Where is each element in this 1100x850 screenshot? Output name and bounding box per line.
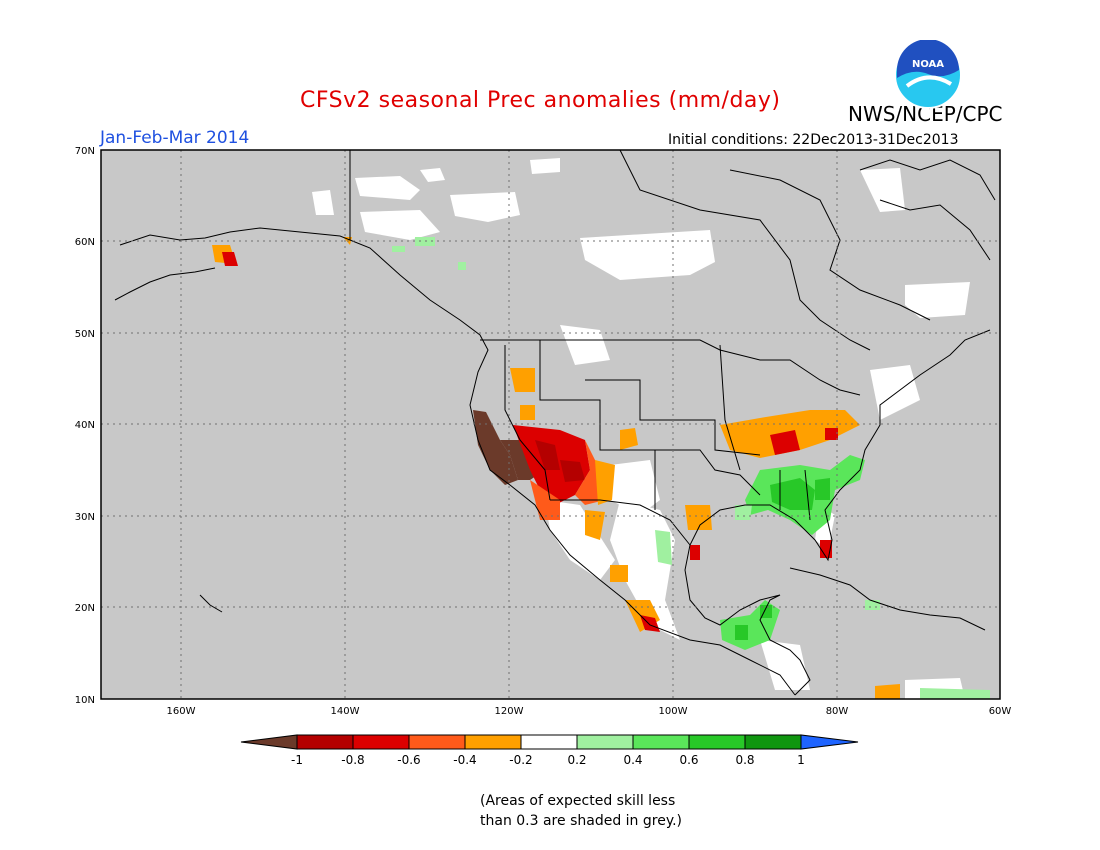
lat-label-40n: 40N <box>75 420 95 431</box>
forecast-period: Jan-Feb-Mar 2014 <box>100 128 250 148</box>
chart-title: CFSv2 seasonal Prec anomalies (mm/day) <box>300 88 781 113</box>
legend-swatch-5 <box>520 734 578 750</box>
legend-swatch-1 <box>296 734 354 750</box>
footnote-line-1: (Areas of expected skill less <box>480 793 676 809</box>
legend-swatch-10 <box>800 734 859 750</box>
lon-label-60w: 60W <box>989 706 1012 717</box>
lat-label-70n: 70N <box>75 146 95 157</box>
longitude-labels: 160W 140W 120W 100W 80W 60W <box>167 706 1012 717</box>
legend-tick-label: -1 <box>291 753 303 767</box>
footnote-line-2: than 0.3 are shaded in grey.) <box>480 813 683 829</box>
lon-label-160w: 160W <box>167 706 196 717</box>
lat-label-30n: 30N <box>75 512 95 523</box>
legend-swatch-4 <box>464 734 522 750</box>
skill-footnote: (Areas of expected skill less than 0.3 a… <box>480 791 740 831</box>
legend-tick-label: 0.8 <box>735 753 754 767</box>
precip-anomaly-map: 70N 60N 50N 40N 30N 20N 10N 160W 140W 12… <box>75 146 1012 767</box>
legend-tick-label: -0.2 <box>509 753 532 767</box>
legend-tick-label: -0.6 <box>397 753 420 767</box>
wet-anomaly-regions <box>392 237 990 699</box>
lon-label-120w: 120W <box>495 706 524 717</box>
lat-label-60n: 60N <box>75 237 95 248</box>
legend-tick-label: 1 <box>797 753 805 767</box>
lon-label-100w: 100W <box>659 706 688 717</box>
legend-swatch-0 <box>240 734 298 750</box>
latitude-labels: 70N 60N 50N 40N 30N 20N 10N <box>75 146 95 706</box>
map-background <box>101 150 1000 699</box>
legend-swatch-8 <box>688 734 746 750</box>
lat-label-10n: 10N <box>75 695 95 706</box>
graticule <box>101 150 1000 699</box>
dry-anomaly-regions <box>212 237 900 699</box>
lat-label-50n: 50N <box>75 329 95 340</box>
legend-swatch-6 <box>576 734 634 750</box>
noaa-logo: NOAA <box>894 40 962 109</box>
colorbar-tick-labels: -1 -0.8 -0.6 -0.4 -0.2 0.2 0.4 0.6 0.8 1 <box>291 753 805 767</box>
map-frame <box>100 149 1001 700</box>
legend-tick-label: 0.4 <box>623 753 642 767</box>
legend-tick-label: 0.2 <box>567 753 586 767</box>
lat-label-20n: 20N <box>75 603 95 614</box>
legend-swatch-7 <box>632 734 690 750</box>
legend-swatch-3 <box>408 734 466 750</box>
initial-conditions: Initial conditions: 22Dec2013-31Dec2013 <box>668 132 959 148</box>
lon-label-80w: 80W <box>826 706 849 717</box>
legend-swatch-9 <box>744 734 802 750</box>
lon-label-140w: 140W <box>331 706 360 717</box>
legend-swatch-2 <box>352 734 410 750</box>
legend-tick-label: 0.6 <box>679 753 698 767</box>
noaa-logo-text: NOAA <box>912 59 944 70</box>
legend-tick-label: -0.8 <box>341 753 364 767</box>
legend-tick-label: -0.4 <box>453 753 476 767</box>
colorbar-legend <box>240 734 859 750</box>
